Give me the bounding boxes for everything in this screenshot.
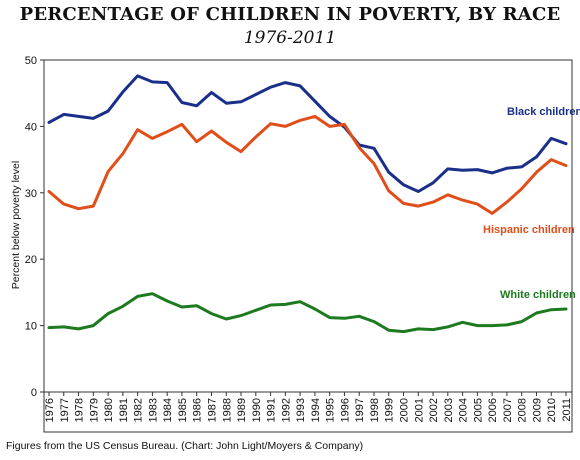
y-tick-label: 30 (25, 188, 37, 200)
x-tick-label: 1996 (339, 398, 351, 422)
x-tick-label: 1976 (44, 398, 56, 422)
x-tick-label: 1992 (280, 398, 292, 422)
x-tick-label: 2010 (546, 398, 558, 422)
x-tick-label: 1995 (325, 398, 337, 422)
x-tick-label: 1998 (369, 398, 381, 422)
x-tick-label: 1993 (295, 398, 307, 422)
x-tick-label: 1981 (118, 398, 130, 422)
chart-axes (43, 59, 573, 433)
x-tick-label: 1984 (162, 398, 174, 422)
y-axis-label: Percent below poverty level (10, 161, 22, 289)
x-tick-label: 1982 (133, 398, 145, 422)
hispanic-children-label: Hispanic children (483, 224, 575, 236)
x-tick-label: 2002 (428, 398, 440, 422)
x-tick-label: 1978 (74, 398, 86, 422)
x-tick-label: 2001 (413, 398, 425, 422)
x-tick-label: 1997 (354, 398, 366, 422)
chart-subtitle: 1976-2011 (243, 28, 337, 48)
black-children-label: Black children (507, 106, 580, 118)
x-tick-label: 2008 (517, 398, 529, 422)
y-tick-label: 10 (25, 321, 37, 333)
x-tick-label: 1985 (177, 398, 189, 422)
x-tick-label: 1989 (236, 398, 248, 422)
x-axis-box (43, 391, 573, 433)
x-tick-label: 2011 (561, 398, 573, 422)
x-tick-label: 1979 (88, 398, 100, 422)
x-tick-label: 2005 (472, 398, 484, 422)
y-axis-ticks: 0 10 20 30 40 50 (25, 55, 44, 399)
x-tick-label: 1994 (310, 398, 322, 422)
x-tick-label: 1977 (59, 398, 71, 422)
x-tick-label: 1988 (221, 398, 233, 422)
x-tick-label: 1983 (147, 398, 159, 422)
x-tick-label: 2009 (531, 398, 543, 422)
x-tick-label: 2004 (458, 398, 470, 422)
y-tick-label: 20 (25, 254, 37, 266)
series-labels: Black children Hispanic children White chi… (483, 106, 580, 301)
source-note: Figures from the US Census Bureau. (Char… (6, 440, 364, 452)
x-tick-label: 1987 (206, 398, 218, 422)
x-tick-label: 1991 (266, 398, 278, 422)
hispanic-children-line (47, 114, 568, 215)
y-tick-label: 50 (25, 55, 37, 67)
x-tick-label: 1990 (251, 398, 263, 422)
x-tick-label: 2000 (399, 398, 411, 422)
x-tick-label: 1999 (384, 398, 396, 422)
x-tick-label: 1980 (103, 398, 115, 422)
y-tick-label: 40 (25, 121, 37, 133)
x-tick-label: 2006 (487, 398, 499, 422)
black-children-line (47, 74, 568, 193)
x-tick-label: 1986 (192, 398, 204, 422)
white-children-line (47, 292, 568, 334)
x-tick-label: 2003 (443, 398, 455, 422)
x-tick-label: 2007 (502, 398, 514, 422)
chart-title: PERCENTAGE OF CHILDREN IN POVERTY, BY RA… (19, 4, 561, 25)
series-lines (47, 74, 568, 334)
y-tick-label: 0 (31, 387, 37, 399)
x-axis-ticks: 1976 1977 1978 1979 1980 1981 1982 1983 1984 1985… (44, 392, 573, 422)
white-children-label: White children (500, 289, 576, 301)
